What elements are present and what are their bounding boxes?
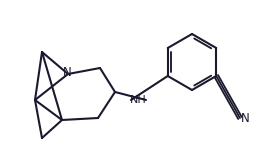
Text: N: N <box>63 66 71 80</box>
Text: N: N <box>241 113 249 125</box>
Text: NH: NH <box>130 95 146 105</box>
